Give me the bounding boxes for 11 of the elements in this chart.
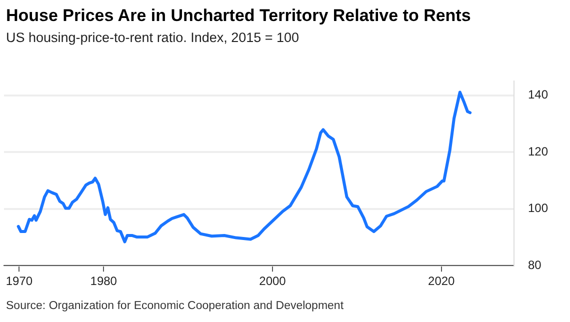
x-tick-label: 1970 [6, 274, 33, 288]
y-tick-label: 80 [528, 258, 542, 272]
x-tick-label: 1980 [90, 274, 118, 288]
x-tick-label: 2000 [259, 274, 286, 288]
x-tick-label: 2020 [428, 274, 456, 288]
chart-subtitle: US housing-price-to-rent ratio. Index, 2015 = 100 [6, 30, 300, 45]
source-note: Source: Organization for Economic Cooperation and Development [6, 300, 344, 312]
y-tick-label: 100 [528, 201, 548, 216]
chart-title: House Prices Are in Uncharted Territory Relative to Rents [6, 6, 471, 26]
y-tick-label: 140 [528, 88, 548, 102]
y-tick-label: 120 [528, 144, 548, 158]
